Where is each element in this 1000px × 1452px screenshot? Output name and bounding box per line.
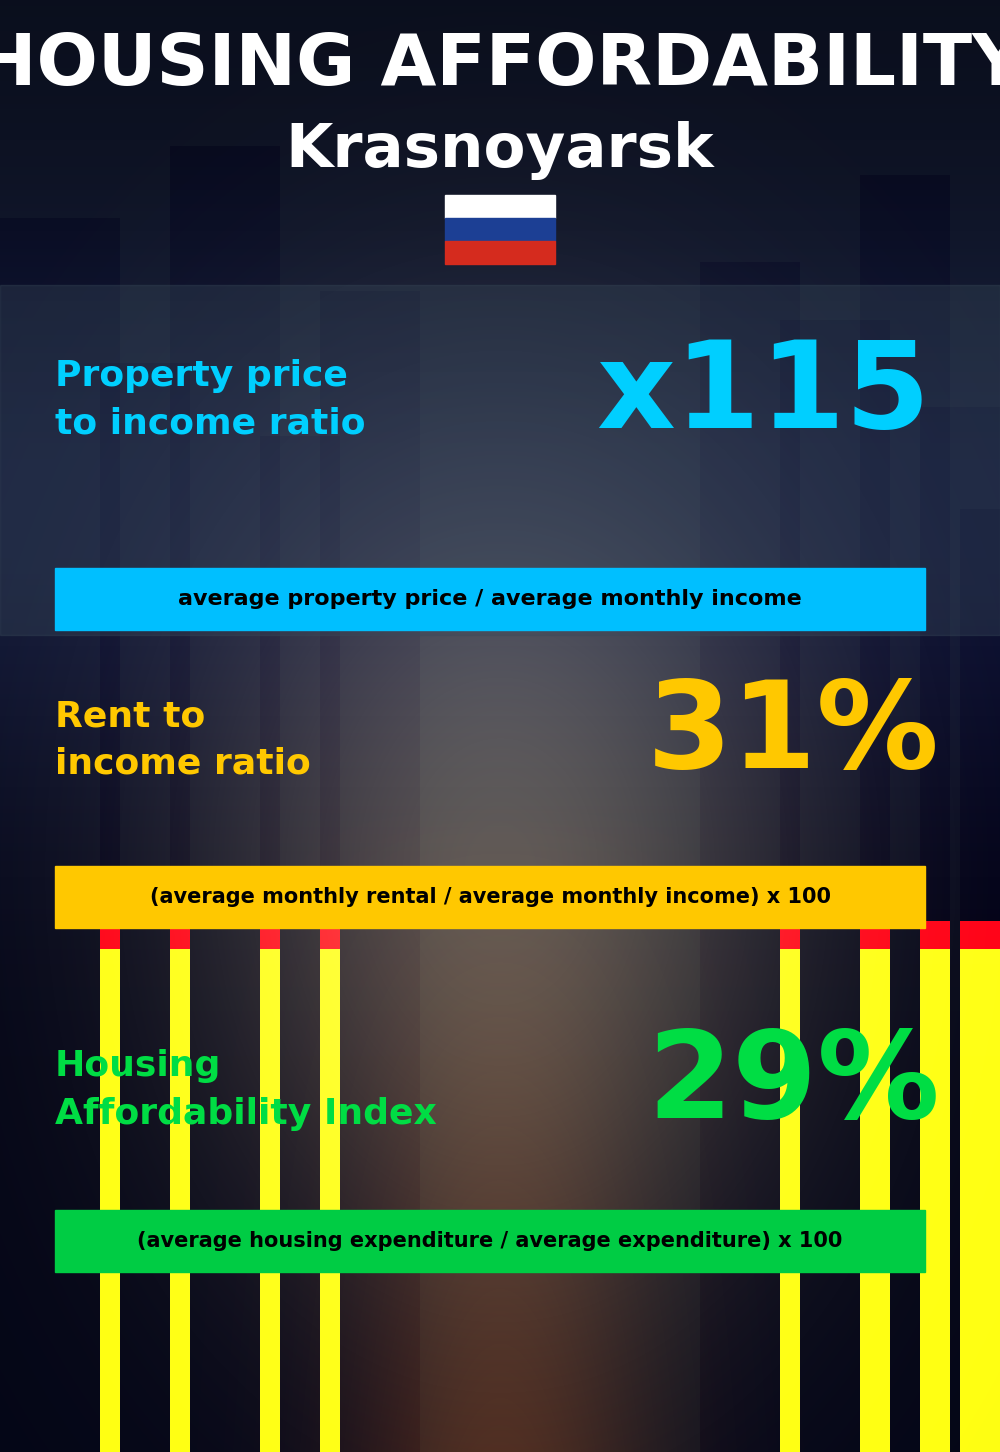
Text: (average monthly rental / average monthly income) x 100: (average monthly rental / average monthl… (150, 887, 830, 908)
Bar (55, 865, 925, 928)
Text: 31%: 31% (647, 677, 940, 793)
Text: Krasnoyarsk: Krasnoyarsk (286, 121, 714, 180)
Text: x115: x115 (596, 337, 930, 453)
Text: HOUSING AFFORDABILITY: HOUSING AFFORDABILITY (0, 30, 1000, 100)
Bar (445, 218, 555, 241)
Bar (445, 241, 555, 264)
Text: Rent to
income ratio: Rent to income ratio (55, 700, 311, 781)
Bar (0, 285, 1000, 635)
Text: Property price
to income ratio: Property price to income ratio (55, 359, 366, 441)
Bar (445, 195, 555, 218)
Text: (average housing expenditure / average expenditure) x 100: (average housing expenditure / average e… (137, 1231, 843, 1252)
Bar (55, 1210, 925, 1272)
Text: average property price / average monthly income: average property price / average monthly… (178, 590, 802, 608)
Text: 29%: 29% (647, 1027, 940, 1144)
Text: Housing
Affordability Index: Housing Affordability Index (55, 1050, 437, 1131)
Bar (55, 568, 925, 630)
